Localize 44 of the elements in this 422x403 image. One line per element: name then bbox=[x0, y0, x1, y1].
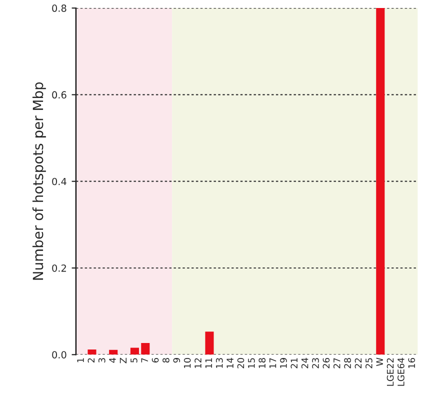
x-tick-label: 8 bbox=[162, 358, 170, 363]
x-tick-label: 20 bbox=[237, 358, 244, 368]
x-tick-label: 2 bbox=[88, 358, 94, 362]
bar bbox=[376, 8, 385, 355]
x-tick-label: 10 bbox=[184, 358, 191, 368]
x-tick-label: 28 bbox=[344, 358, 351, 368]
x-tick-label: 21 bbox=[290, 358, 298, 368]
bar bbox=[88, 349, 96, 355]
x-tick-label: 27 bbox=[333, 358, 340, 368]
bar bbox=[130, 348, 139, 355]
x-tick-label: 15 bbox=[248, 358, 255, 368]
bar bbox=[141, 342, 150, 355]
x-tick-label: 13 bbox=[216, 358, 223, 368]
y-tick-label: 0.4 bbox=[52, 178, 66, 186]
y-tick-label: 0.8 bbox=[52, 4, 66, 12]
x-tick-label: Z bbox=[120, 358, 127, 364]
x-tick-label: 17 bbox=[269, 358, 276, 368]
x-tick-label: 6 bbox=[152, 358, 159, 363]
y-tick-label: 0.6 bbox=[52, 91, 66, 99]
bar bbox=[205, 332, 214, 355]
x-tick-label: 23 bbox=[312, 358, 319, 368]
x-tick-label: 26 bbox=[322, 358, 330, 368]
x-tick-label: 25 bbox=[366, 358, 372, 368]
x-tick-label: LGE22 bbox=[386, 358, 394, 386]
y-tick-label: 0.0 bbox=[52, 351, 66, 358]
x-tick-label: 16 bbox=[408, 358, 416, 368]
x-tick-label: 14 bbox=[226, 358, 234, 368]
x-tick-label: 3 bbox=[98, 358, 106, 362]
x-tick-label: W bbox=[376, 358, 383, 366]
y-axis-title: Number of hotspots per Mbp bbox=[32, 82, 46, 280]
x-tick-label: 18 bbox=[258, 358, 266, 368]
x-tick-label: 1 bbox=[77, 358, 84, 362]
x-tick-label: 5 bbox=[130, 358, 138, 362]
x-tick-label: 12 bbox=[194, 358, 202, 368]
y-tick-label: 0.2 bbox=[52, 264, 66, 272]
x-tick-label: 4 bbox=[109, 358, 116, 363]
x-tick-label: LGE64 bbox=[398, 358, 404, 386]
x-tick-label: 7 bbox=[141, 358, 148, 362]
x-tick-label: 19 bbox=[280, 358, 287, 368]
x-tick-label: 24 bbox=[301, 358, 308, 368]
x-tick-label: 22 bbox=[354, 358, 362, 368]
x-tick-label: 9 bbox=[173, 358, 180, 363]
bar bbox=[109, 350, 118, 355]
x-tick-label: 11 bbox=[205, 358, 212, 368]
